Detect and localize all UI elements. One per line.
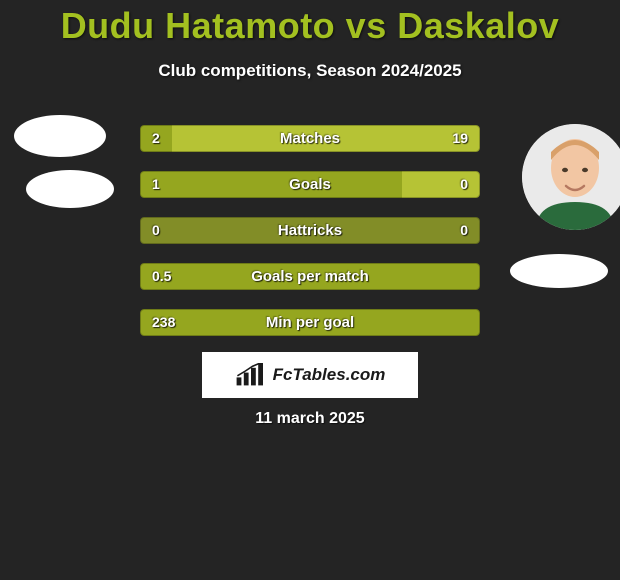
bars-chart-icon (235, 363, 267, 387)
player-right-club-slot (510, 254, 608, 288)
comparison-bar-row: 00Hattricks (140, 217, 480, 244)
player-left-avatar-top (14, 115, 106, 157)
bar-label: Matches (140, 125, 480, 152)
comparison-infographic: Dudu Hatamoto vs Daskalov Club competiti… (0, 0, 620, 580)
comparison-bar-row: 219Matches (140, 125, 480, 152)
page-title: Dudu Hatamoto vs Daskalov (0, 0, 620, 47)
bar-label: Goals per match (140, 263, 480, 290)
bar-label: Hattricks (140, 217, 480, 244)
comparison-bars: 219Matches 10Goals 00Hattricks 0.5Goals per… (140, 125, 480, 355)
date-label: 11 march 2025 (0, 410, 620, 428)
bar-label: Goals (140, 171, 480, 198)
comparison-bar-row: 238Min per goal (140, 309, 480, 336)
player-right-avatar (522, 124, 620, 230)
source-badge-text: FcTables.com (273, 365, 386, 385)
page-subtitle: Club competitions, Season 2024/2025 (0, 61, 620, 81)
player-right-portrait-icon (522, 124, 620, 230)
comparison-bar-row: 0.5Goals per match (140, 263, 480, 290)
player-left-avatar-bottom (26, 170, 114, 208)
bar-label: Min per goal (140, 309, 480, 336)
source-badge[interactable]: FcTables.com (202, 352, 418, 398)
comparison-bar-row: 10Goals (140, 171, 480, 198)
